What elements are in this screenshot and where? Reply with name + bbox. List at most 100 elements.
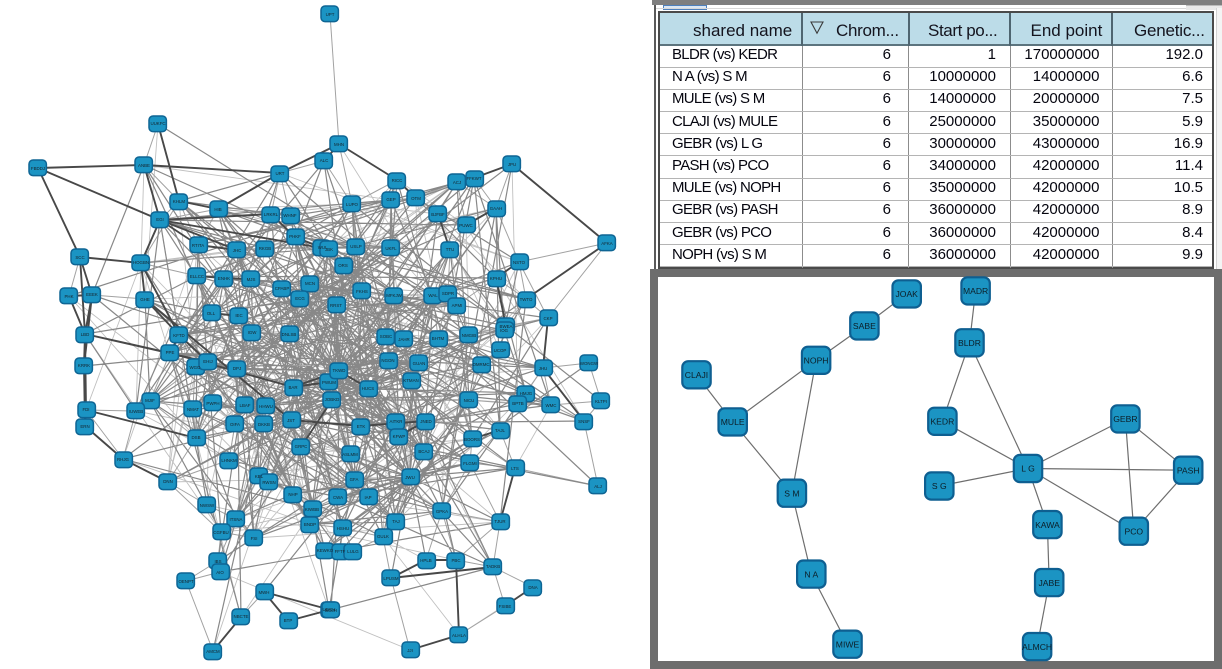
svg-text:PPE: PPE <box>166 350 175 355</box>
svg-text:AFKA: AFKA <box>601 241 613 246</box>
svg-text:BCAJ: BCAJ <box>418 449 429 454</box>
svg-text:MHN: MHN <box>334 142 344 147</box>
svg-text:JJI: JJI <box>407 648 413 653</box>
svg-text:DPJ: DPJ <box>233 366 241 371</box>
svg-text:BTP: BTP <box>284 618 293 623</box>
svg-text:BAR: BAR <box>288 385 297 390</box>
svg-text:GAAH: GAAH <box>490 206 502 211</box>
svg-text:JST: JST <box>287 418 295 423</box>
svg-text:NICU: NICU <box>464 398 475 403</box>
svg-text:DNA: DNA <box>528 585 537 590</box>
svg-text:CPABP: CPABP <box>275 286 290 291</box>
svg-text:RHJG: RHJG <box>117 457 130 462</box>
svg-text:DNLSB: DNLSB <box>282 332 297 337</box>
svg-text:UDGH: UDGH <box>323 607 336 612</box>
svg-text:CKP: CKP <box>543 316 552 321</box>
svg-text:BOORS: BOORS <box>464 437 480 442</box>
svg-text:GFA: GFA <box>350 477 359 482</box>
svg-text:FFTF: FFTF <box>335 549 346 554</box>
svg-text:NBCTE: NBCTE <box>234 614 249 619</box>
svg-text:KHLM: KHLM <box>173 199 186 204</box>
svg-text:JHC: JHC <box>233 248 242 253</box>
svg-text:KEDR: KEDR <box>930 416 954 426</box>
svg-text:SCC: SCC <box>75 255 84 260</box>
svg-text:OIFA: OIFA <box>230 422 240 427</box>
svg-text:OENPT: OENPT <box>178 579 193 584</box>
svg-text:LUPO: LUPO <box>346 202 359 207</box>
svg-text:KFWP: KFWP <box>393 434 406 439</box>
svg-text:JWU: JWU <box>405 475 415 480</box>
svg-text:ERN: ERN <box>80 424 89 429</box>
svg-text:PCO: PCO <box>1124 526 1143 536</box>
svg-text:WAL: WAL <box>428 293 438 298</box>
svg-text:KFTD: KFTD <box>173 333 184 338</box>
svg-text:KAWA: KAWA <box>1035 519 1060 529</box>
svg-text:WMC: WMC <box>546 403 557 408</box>
svg-text:RRST: RRST <box>330 303 342 308</box>
svg-text:KRRK: KRRK <box>78 363 90 368</box>
svg-text:LBAF: LBAF <box>240 403 251 408</box>
svg-text:SABE: SABE <box>853 321 876 331</box>
svg-text:HMJG: HMJG <box>520 391 533 396</box>
svg-text:JAHR: JAHR <box>398 337 409 342</box>
svg-text:IBS: IBS <box>214 559 221 564</box>
svg-text:GHE: GHE <box>140 297 150 302</box>
svg-text:BOJH: BOJH <box>325 608 337 613</box>
svg-text:FSIBE: FSIBE <box>499 604 512 609</box>
svg-text:RKGB: RKGB <box>259 246 272 251</box>
svg-text:HHWU: HHWU <box>259 404 273 409</box>
svg-text:KEWKO: KEWKO <box>317 548 334 553</box>
svg-text:N A: N A <box>804 569 818 579</box>
svg-text:DSB: DSB <box>191 435 200 440</box>
svg-text:CWA: CWA <box>333 495 343 500</box>
svg-text:DKKB: DKKB <box>258 422 270 427</box>
svg-text:HIB: HIB <box>214 207 221 212</box>
svg-text:GEBR: GEBR <box>1113 414 1137 424</box>
svg-text:WUI: WUI <box>318 245 327 250</box>
svg-text:TKWD: TKWD <box>333 368 346 373</box>
svg-text:LBD: LBD <box>81 332 90 337</box>
svg-text:ECG: ECG <box>295 296 305 301</box>
svg-text:ALMCH: ALMCH <box>1022 641 1052 651</box>
svg-text:JOAK: JOAK <box>895 289 918 299</box>
svg-text:S G: S G <box>932 481 947 491</box>
svg-text:MCN: MCN <box>305 281 315 286</box>
svg-text:OMRMC: OMRMC <box>472 362 489 367</box>
svg-text:KBL: KBL <box>255 474 264 479</box>
svg-text:CLAJI: CLAJI <box>685 370 708 380</box>
svg-text:FFKWT: FFKWT <box>466 176 481 181</box>
svg-text:FBDDJ: FBDDJ <box>31 166 45 171</box>
svg-text:ELLCC: ELLCC <box>190 274 204 279</box>
svg-text:NMGIB: NMGIB <box>462 333 476 338</box>
svg-text:HPLB: HPLB <box>420 558 432 563</box>
svg-text:PWPH: PWPH <box>206 401 219 406</box>
svg-text:S M: S M <box>784 488 799 498</box>
svg-text:ALC: ALC <box>320 158 329 163</box>
svg-text:EHIJ: EHIJ <box>203 359 213 364</box>
svg-text:MADR: MADR <box>963 286 988 296</box>
svg-text:ORS: ORS <box>338 263 348 268</box>
svg-text:KPHU: KPHU <box>490 276 502 281</box>
svg-text:FDI: FDI <box>82 407 89 412</box>
svg-text:WGO: WGO <box>190 365 202 370</box>
svg-text:UPT: UPT <box>326 12 335 17</box>
svg-text:APMI: APMI <box>452 303 463 308</box>
svg-text:IEC: IEC <box>235 313 242 318</box>
svg-text:MULE: MULE <box>721 417 745 427</box>
svg-text:BNDP: BNDP <box>304 522 316 527</box>
svg-text:HSHU: HSHU <box>337 526 349 531</box>
svg-text:EEEK: EEEK <box>86 292 98 297</box>
svg-text:TTU: TTU <box>446 247 455 252</box>
svg-text:IUWEB: IUWEB <box>129 409 143 414</box>
svg-text:ALJ: ALJ <box>594 484 602 489</box>
svg-text:URT: URT <box>276 171 285 176</box>
svg-text:JNED: JNED <box>420 419 431 424</box>
svg-text:IOG: IOG <box>500 328 509 333</box>
svg-text:NOPH: NOPH <box>804 355 829 365</box>
svg-text:MJIF: MJIF <box>145 398 155 403</box>
svg-text:HOGBN: HOGBN <box>133 260 149 265</box>
svg-text:GEP: GEP <box>386 197 395 202</box>
svg-text:AMCM: AMCM <box>206 649 220 654</box>
svg-text:ACJ: ACJ <box>453 180 461 185</box>
svg-text:RICC: RICC <box>392 178 403 183</box>
